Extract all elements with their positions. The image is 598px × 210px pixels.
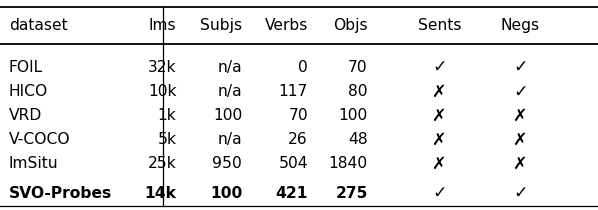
Text: ✓: ✓: [432, 184, 447, 202]
Text: 48: 48: [348, 132, 368, 147]
Text: 32k: 32k: [148, 60, 176, 75]
Text: Ims: Ims: [149, 18, 176, 33]
Text: 117: 117: [279, 84, 308, 99]
Text: n/a: n/a: [218, 132, 242, 147]
Text: 5k: 5k: [157, 132, 176, 147]
Text: ✓: ✓: [513, 58, 527, 76]
Text: 0: 0: [298, 60, 308, 75]
Text: 100: 100: [338, 108, 368, 123]
Text: 1840: 1840: [329, 156, 368, 171]
Text: ✓: ✓: [513, 82, 527, 100]
Text: Verbs: Verbs: [264, 18, 308, 33]
Text: 100: 100: [213, 108, 242, 123]
Text: Subjs: Subjs: [200, 18, 242, 33]
Text: ✓: ✓: [513, 184, 527, 202]
Text: ✗: ✗: [432, 82, 447, 100]
Text: 26: 26: [288, 132, 308, 147]
Text: Objs: Objs: [333, 18, 368, 33]
Text: ✓: ✓: [432, 58, 447, 76]
Text: ✗: ✗: [432, 155, 447, 173]
Text: FOIL: FOIL: [9, 60, 43, 75]
Text: Negs: Negs: [501, 18, 540, 33]
Text: ✗: ✗: [432, 106, 447, 125]
Text: VRD: VRD: [9, 108, 42, 123]
Text: 504: 504: [278, 156, 308, 171]
Text: n/a: n/a: [218, 84, 242, 99]
Text: HICO: HICO: [9, 84, 48, 99]
Text: ✗: ✗: [513, 155, 527, 173]
Text: ✗: ✗: [513, 106, 527, 125]
Text: dataset: dataset: [9, 18, 68, 33]
Text: ImSitu: ImSitu: [9, 156, 59, 171]
Text: 25k: 25k: [148, 156, 176, 171]
Text: V-COCO: V-COCO: [9, 132, 71, 147]
Text: 421: 421: [276, 186, 308, 201]
Text: 70: 70: [288, 108, 308, 123]
Text: 100: 100: [210, 186, 242, 201]
Text: n/a: n/a: [218, 60, 242, 75]
Text: 14k: 14k: [145, 186, 176, 201]
Text: ✗: ✗: [432, 131, 447, 149]
Text: 950: 950: [212, 156, 242, 171]
Text: 10k: 10k: [148, 84, 176, 99]
Text: 70: 70: [348, 60, 368, 75]
Text: 1k: 1k: [158, 108, 176, 123]
Text: 275: 275: [335, 186, 368, 201]
Text: ✗: ✗: [513, 131, 527, 149]
Text: SVO-Probes: SVO-Probes: [9, 186, 112, 201]
Text: Sents: Sents: [418, 18, 461, 33]
Text: 80: 80: [348, 84, 368, 99]
